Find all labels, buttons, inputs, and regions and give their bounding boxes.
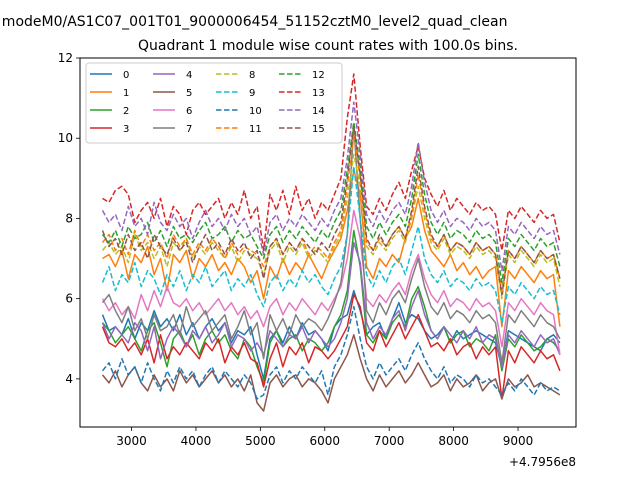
- series-line-6: [101, 209, 561, 355]
- y-tick-label: 4: [65, 372, 73, 386]
- x-offset-label: +4.7956e8: [509, 455, 576, 469]
- legend-label-9: 9: [249, 88, 255, 99]
- legend-label-4: 4: [186, 70, 192, 81]
- legend-label-3: 3: [123, 124, 129, 135]
- y-tick-label: 6: [65, 292, 73, 306]
- series-line-13: [102, 73, 561, 252]
- y-axis: 4 6 8 10 12: [58, 51, 80, 386]
- figure-suptitle: n file: modeM0/AS1C07_001T01_9000006454_…: [0, 14, 507, 30]
- series-line-15: [101, 125, 561, 296]
- legend-label-10: 10: [249, 106, 262, 117]
- y-tick-label: 12: [58, 51, 73, 65]
- x-tick-label: 9000: [503, 434, 534, 448]
- legend-label-6: 6: [186, 106, 192, 117]
- chart-title: Quadrant 1 module wise count rates with …: [138, 38, 518, 54]
- x-tick-label: 5000: [245, 434, 276, 448]
- series-line-3: [101, 293, 561, 400]
- series-lines: [101, 73, 561, 412]
- series-line-5: [101, 334, 561, 412]
- series-line-8: [101, 153, 561, 300]
- legend-label-1: 1: [123, 88, 129, 99]
- x-tick-label: 4000: [181, 434, 212, 448]
- x-tick-label: 7000: [374, 434, 405, 448]
- x-tick-label: 8000: [438, 434, 469, 448]
- legend-label-15: 15: [312, 124, 325, 135]
- legend-label-7: 7: [186, 124, 192, 135]
- legend-label-12: 12: [312, 70, 325, 81]
- series-line-0: [101, 289, 561, 380]
- series-line-10: [101, 305, 561, 400]
- series-line-9: [101, 165, 561, 324]
- series-line-7: [101, 125, 561, 364]
- x-tick-label: 3000: [116, 434, 147, 448]
- legend-label-2: 2: [123, 106, 129, 117]
- legend-label-14: 14: [312, 106, 325, 117]
- legend-label-13: 13: [312, 88, 325, 99]
- legend-label-5: 5: [186, 88, 192, 99]
- y-tick-label: 10: [58, 131, 73, 145]
- series-line-12: [101, 121, 561, 284]
- legend-label-0: 0: [123, 70, 129, 81]
- legend-box: [85, 62, 343, 144]
- plot-area: [79, 57, 577, 428]
- legend-label-8: 8: [249, 70, 255, 81]
- legend-label-11: 11: [249, 124, 262, 135]
- y-tick-label: 8: [65, 211, 73, 225]
- x-tick-label: 6000: [310, 434, 341, 448]
- series-line-14: [101, 101, 561, 272]
- x-axis: 3000 4000 5000 6000 7000 8000 9000: [116, 427, 533, 448]
- series-line-11: [101, 133, 561, 292]
